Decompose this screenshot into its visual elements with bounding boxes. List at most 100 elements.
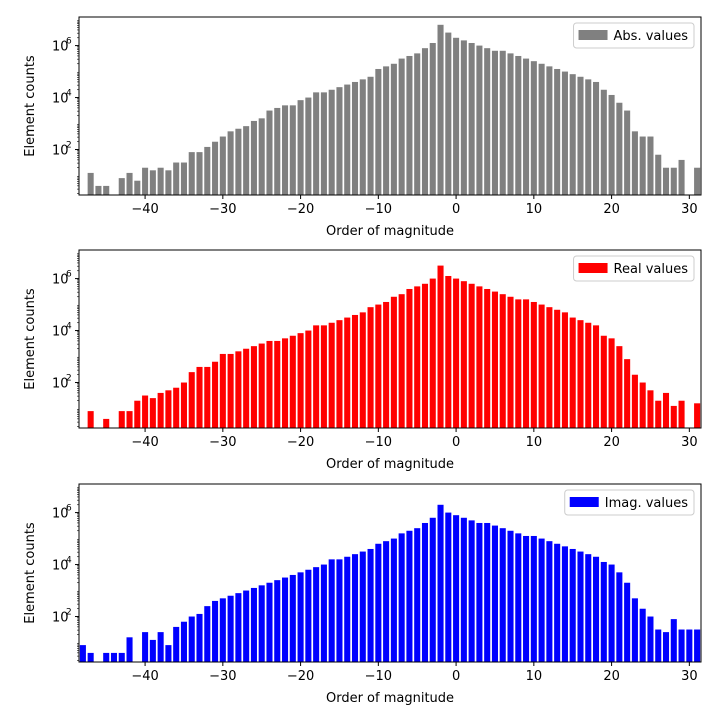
x-tick-label: −10 <box>365 435 392 450</box>
bar <box>569 548 576 662</box>
bar <box>647 136 654 195</box>
bar <box>149 398 156 428</box>
bar <box>297 572 304 662</box>
bar <box>212 600 219 662</box>
bar <box>157 632 164 662</box>
y-tick-exponent: 2 <box>66 608 72 618</box>
bar <box>593 325 600 428</box>
bar <box>351 81 359 195</box>
bar <box>344 556 351 662</box>
bar <box>173 162 180 195</box>
bar <box>561 312 568 428</box>
bar <box>593 81 600 195</box>
bar <box>258 585 265 662</box>
legend-label: Imag. values <box>605 496 688 511</box>
bar <box>639 136 646 195</box>
bar <box>227 131 234 195</box>
x-tick-label: −10 <box>365 669 392 684</box>
bar <box>134 400 141 428</box>
bar <box>165 645 172 662</box>
bar <box>219 598 226 662</box>
bar <box>468 520 475 662</box>
bar <box>359 79 366 195</box>
bar <box>289 574 296 662</box>
bar <box>149 639 156 662</box>
bar <box>694 403 701 428</box>
x-tick-label: −10 <box>365 202 392 217</box>
bar <box>173 626 180 662</box>
bar <box>157 392 164 428</box>
bar <box>274 580 281 662</box>
bar <box>608 564 615 662</box>
bar <box>118 652 125 662</box>
bar <box>554 68 561 195</box>
bar <box>468 42 475 195</box>
bar <box>491 525 498 662</box>
bar <box>453 278 460 428</box>
x-tick-label: 10 <box>526 202 543 217</box>
bar <box>515 533 522 662</box>
legend: Imag. values <box>564 489 695 516</box>
bar <box>243 590 250 662</box>
bar <box>142 632 149 662</box>
bar <box>476 45 483 195</box>
bar <box>554 309 561 428</box>
bar <box>631 598 638 662</box>
bar <box>577 76 584 195</box>
y-tick-label: 10 <box>52 144 69 159</box>
legend: Real values <box>573 255 695 282</box>
x-tick-label: −40 <box>131 435 158 450</box>
bar <box>453 515 460 662</box>
bar <box>196 366 203 428</box>
y-tick-label: 10 <box>52 325 69 340</box>
bar <box>274 107 281 195</box>
bar <box>118 411 125 428</box>
bar <box>274 340 281 428</box>
bar <box>585 322 592 428</box>
bar <box>655 400 662 428</box>
bar <box>103 418 110 428</box>
x-tick-label: 0 <box>452 669 460 684</box>
bar <box>320 564 327 662</box>
bar <box>523 58 530 195</box>
bar <box>460 517 467 662</box>
bar <box>530 301 537 428</box>
bar <box>445 512 452 662</box>
bar <box>639 382 646 428</box>
bar <box>694 629 701 662</box>
bar <box>212 141 219 195</box>
bar <box>103 185 110 195</box>
bar <box>694 167 701 195</box>
bar <box>437 265 444 428</box>
bar <box>367 76 374 195</box>
y-axis-label: Element counts <box>23 55 38 157</box>
bar <box>266 110 273 195</box>
bar <box>196 613 203 662</box>
bar <box>655 629 662 662</box>
bar <box>204 606 211 662</box>
bar <box>126 637 133 662</box>
bar <box>484 522 491 662</box>
bar <box>639 608 646 662</box>
y-tick-label: 10 <box>52 40 69 55</box>
legend-swatch <box>578 263 608 273</box>
bar <box>227 353 234 428</box>
bar <box>375 543 382 662</box>
bar <box>320 325 327 428</box>
axes-frame <box>78 249 702 429</box>
bar <box>390 63 397 195</box>
y-axis-label: Element counts <box>23 522 38 624</box>
bar <box>258 343 265 428</box>
bar <box>196 152 203 195</box>
legend: Abs. values <box>573 22 695 49</box>
bar <box>266 582 273 662</box>
bar <box>398 58 405 195</box>
legend-label: Real values <box>614 262 689 277</box>
bar <box>491 50 498 195</box>
bar <box>616 572 623 662</box>
bar <box>243 348 250 428</box>
bar <box>624 359 631 428</box>
bar <box>266 340 273 428</box>
bar <box>297 333 304 428</box>
